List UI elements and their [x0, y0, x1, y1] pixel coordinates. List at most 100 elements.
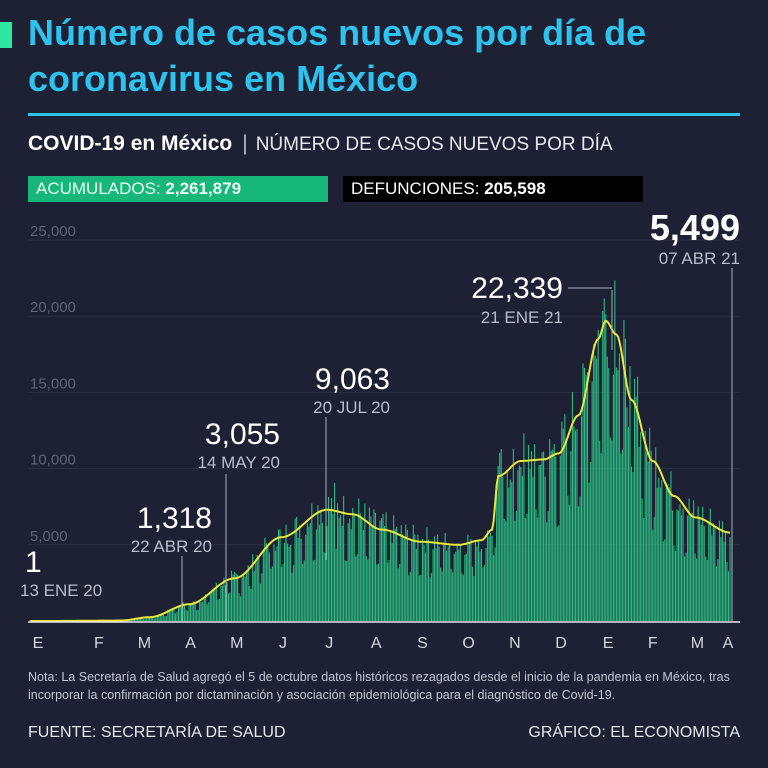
daily-bar [247, 565, 249, 621]
daily-bar [185, 609, 187, 621]
daily-bar [600, 453, 602, 621]
daily-bar [624, 338, 626, 621]
daily-bar [415, 548, 417, 621]
x-tick-label: A [723, 635, 734, 652]
daily-bar [474, 541, 476, 621]
daily-bar [402, 534, 404, 621]
daily-bar [597, 329, 599, 621]
daily-bar [385, 512, 387, 621]
daily-bar [680, 515, 683, 621]
daily-bar [674, 550, 676, 621]
y-tick-label: 20,000 [30, 299, 76, 316]
chart-subtitle: COVID-19 en México | NÚMERO DE CASOS NUEVO… [28, 132, 613, 156]
daily-bar [420, 575, 422, 621]
daily-bar [321, 522, 323, 621]
daily-bar [138, 618, 140, 621]
daily-bar [196, 610, 198, 621]
defunciones-label: DEFUNCIONES: [351, 179, 480, 198]
daily-bar [267, 544, 269, 621]
daily-bar [261, 573, 263, 621]
daily-bar [694, 553, 696, 621]
daily-bar [162, 612, 164, 621]
daily-bar [244, 576, 246, 621]
daily-bar [634, 378, 636, 621]
daily-bar [308, 526, 310, 621]
daily-bar [291, 572, 293, 621]
daily-bar [459, 545, 461, 621]
subtitle-separator: | [242, 132, 248, 155]
daily-bar [134, 619, 136, 621]
daily-bar [282, 563, 284, 621]
daily-bar [611, 440, 613, 621]
daily-bar [515, 510, 517, 621]
daily-bar [279, 529, 281, 621]
daily-bar [670, 471, 672, 621]
daily-bar [437, 534, 439, 621]
daily-bar [156, 615, 158, 621]
daily-bar [215, 582, 217, 621]
daily-bar [729, 537, 731, 621]
daily-bar [455, 551, 457, 621]
acumulados-label: ACUMULADOS: [36, 179, 161, 198]
daily-bar [655, 447, 657, 621]
daily-bar [232, 574, 234, 621]
daily-bar [352, 507, 354, 621]
daily-bar [706, 559, 708, 621]
daily-bar [458, 549, 460, 621]
daily-bar [361, 518, 363, 621]
daily-bar [334, 482, 336, 621]
daily-bar [414, 534, 416, 621]
daily-bar [711, 535, 713, 621]
daily-bar [508, 487, 510, 621]
daily-bar [250, 588, 252, 621]
daily-bar [293, 565, 295, 621]
defunciones-badge: DEFUNCIONES: 205,598 [343, 176, 643, 202]
y-tick-label: 10,000 [30, 452, 76, 469]
daily-bar [262, 550, 264, 621]
daily-bar [467, 534, 469, 621]
daily-bar [227, 593, 230, 621]
daily-bar [187, 610, 189, 621]
daily-bar [188, 605, 190, 621]
daily-bar [562, 428, 564, 621]
daily-bar [708, 521, 710, 621]
daily-bar [161, 613, 163, 621]
daily-bar [314, 559, 316, 621]
daily-bar [362, 530, 364, 621]
daily-bar [280, 566, 283, 621]
daily-bar [382, 514, 384, 621]
daily-bar [630, 466, 633, 621]
daily-bar [696, 558, 698, 621]
daily-bar [365, 556, 367, 621]
daily-bar [488, 536, 490, 621]
annotation-date: 14 MAY 20 [197, 453, 280, 472]
daily-bar [341, 525, 343, 621]
daily-bar [688, 498, 690, 621]
daily-bar [482, 567, 484, 621]
daily-bar [574, 430, 576, 621]
daily-bar [544, 476, 546, 621]
daily-bar [612, 374, 614, 621]
daily-bar [200, 602, 202, 621]
daily-bar [140, 618, 142, 621]
daily-bar [379, 520, 381, 621]
daily-bar [662, 541, 664, 621]
daily-bar [135, 618, 137, 621]
daily-bar [230, 570, 233, 621]
daily-bar [358, 498, 360, 621]
daily-bar [570, 450, 572, 621]
daily-bar [727, 571, 730, 621]
daily-bar [702, 506, 704, 621]
daily-bar [411, 539, 413, 621]
x-tick-label: F [94, 635, 104, 652]
x-tick-label: J [325, 635, 333, 652]
daily-bar [235, 573, 237, 621]
daily-bar [665, 482, 667, 621]
annotation-value: 1 [25, 546, 42, 579]
daily-bar [721, 521, 723, 621]
trend-line [30, 319, 731, 622]
daily-bar [464, 554, 466, 621]
daily-bar [338, 517, 340, 621]
daily-bar [347, 523, 349, 621]
daily-bar [223, 577, 225, 621]
